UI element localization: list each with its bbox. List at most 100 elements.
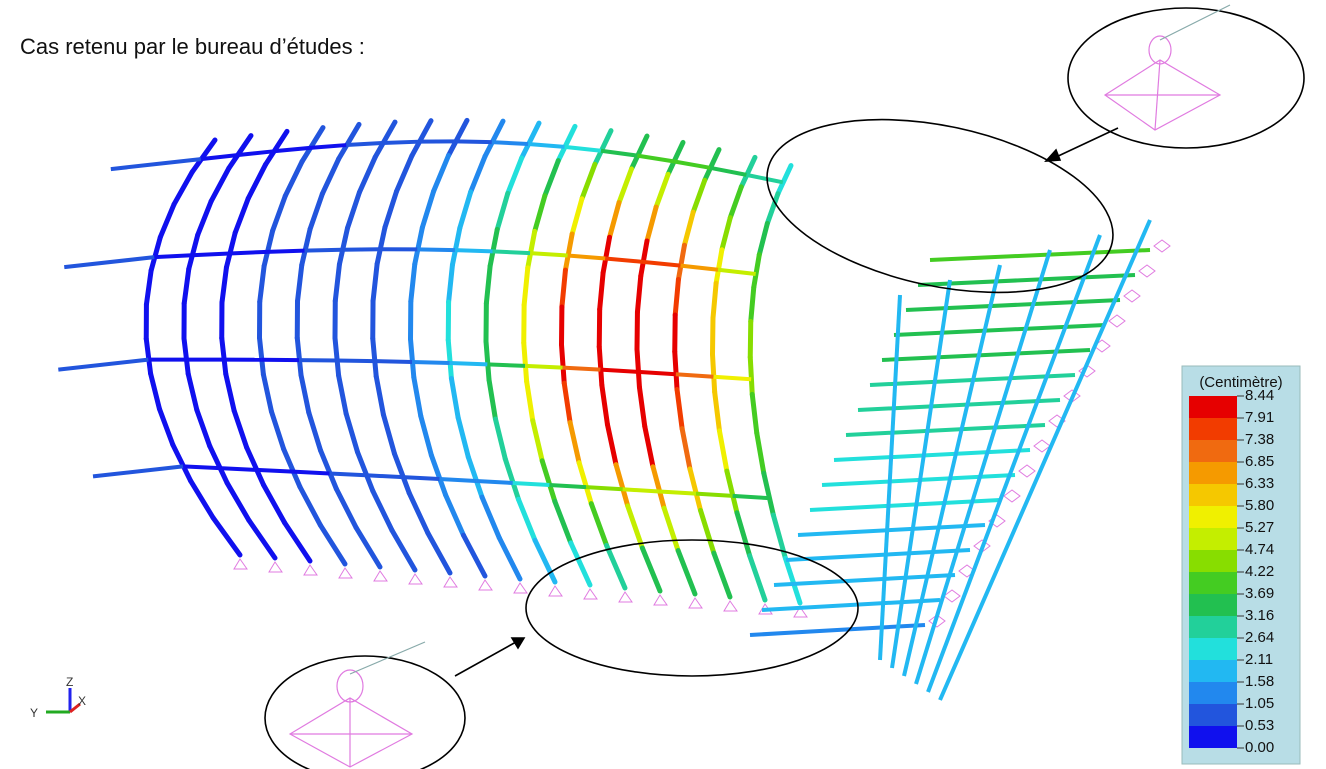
purlin	[492, 142, 528, 144]
rib-segment	[335, 338, 339, 376]
rib-segment	[213, 518, 240, 555]
axis-label: Y	[30, 706, 38, 720]
purlin	[476, 481, 513, 483]
rib-segment	[719, 431, 726, 471]
rib-segment	[146, 339, 150, 374]
gable-beam	[882, 350, 1090, 360]
rib-segment	[301, 375, 309, 413]
purlin	[455, 141, 491, 142]
rib-segment	[411, 339, 414, 377]
legend-label: 7.38	[1245, 431, 1274, 448]
support	[374, 571, 387, 581]
rib-segment	[265, 131, 287, 164]
rib-segment	[428, 533, 450, 573]
purlin	[605, 258, 643, 261]
rib-segment	[414, 377, 421, 416]
rib-segment	[535, 196, 545, 232]
callouts	[265, 8, 1304, 769]
legend-swatch	[1189, 704, 1237, 726]
rib-segment	[678, 551, 695, 594]
support	[1124, 290, 1140, 302]
purlin	[111, 159, 201, 169]
rib-segment	[705, 150, 719, 181]
rib-segment	[448, 120, 467, 155]
rib-segment	[616, 465, 628, 506]
support	[584, 589, 597, 599]
rib-segment	[486, 341, 489, 380]
rib-segment	[339, 228, 347, 264]
rib-segment	[226, 374, 234, 410]
support	[619, 592, 632, 602]
purlin	[563, 368, 601, 370]
rib-segment	[197, 410, 210, 446]
rib-segment	[565, 234, 572, 270]
rib-segment	[463, 535, 485, 576]
rib-segment	[485, 121, 503, 156]
gable-beam	[858, 400, 1060, 410]
legend-label: 0.53	[1245, 717, 1274, 734]
callout-ellipse	[751, 91, 1129, 321]
rib-segment	[302, 128, 323, 162]
rib-segment	[373, 338, 376, 376]
rib-segment	[677, 390, 682, 429]
rib-segment	[508, 158, 522, 193]
rib-segment	[188, 374, 197, 410]
purlin	[638, 372, 676, 374]
purlin	[746, 175, 782, 182]
rib-segment	[675, 279, 678, 314]
rib-segment	[637, 276, 640, 312]
rib-segment	[151, 237, 160, 270]
purlin	[513, 483, 550, 485]
rib-segment	[248, 165, 265, 199]
purlin	[64, 257, 154, 267]
rib-segment	[235, 198, 248, 232]
rib-segment	[642, 548, 660, 591]
rib-segment	[489, 380, 495, 419]
rib-segment	[564, 383, 570, 422]
rib-segment	[675, 352, 677, 390]
rib-segment	[522, 123, 539, 158]
support	[654, 595, 667, 605]
rib-segment	[764, 473, 774, 515]
rib-segment	[173, 445, 191, 481]
rib-segment	[759, 223, 767, 254]
rib-segment	[373, 264, 377, 301]
purlin	[383, 142, 419, 143]
purlin	[568, 256, 606, 259]
purlin	[192, 253, 230, 255]
rib-segment	[555, 501, 571, 542]
support	[1109, 315, 1125, 327]
purlin	[293, 472, 330, 474]
legend-swatch	[1189, 506, 1237, 528]
rib-segment	[383, 415, 394, 454]
legend-label: 2.11	[1245, 651, 1273, 668]
rib-segment	[356, 528, 380, 567]
rib-segment	[434, 156, 449, 192]
rib-segment	[545, 161, 558, 196]
rib-segment	[653, 467, 664, 508]
purlin	[681, 266, 719, 270]
legend-swatch	[1189, 726, 1237, 748]
purlin	[183, 466, 220, 468]
rib-segment	[607, 424, 616, 464]
arrow-head	[1046, 150, 1060, 161]
rib-segment	[336, 489, 356, 528]
support	[234, 559, 247, 569]
rib-segment	[656, 174, 668, 207]
rib-segment	[151, 374, 160, 409]
rib-segment	[285, 162, 302, 196]
arrow	[1054, 128, 1118, 158]
purlin	[337, 360, 375, 361]
purlin	[637, 156, 673, 162]
purlin	[439, 479, 476, 481]
rib-segment	[562, 345, 565, 384]
purlin	[643, 262, 681, 266]
purlin	[412, 362, 450, 363]
purlin	[58, 360, 148, 370]
rib-segment	[668, 142, 683, 174]
rib-segment	[448, 340, 451, 378]
support	[339, 568, 352, 578]
legend-swatch	[1189, 660, 1237, 682]
purlin	[525, 366, 563, 368]
rib-segment	[184, 338, 188, 373]
